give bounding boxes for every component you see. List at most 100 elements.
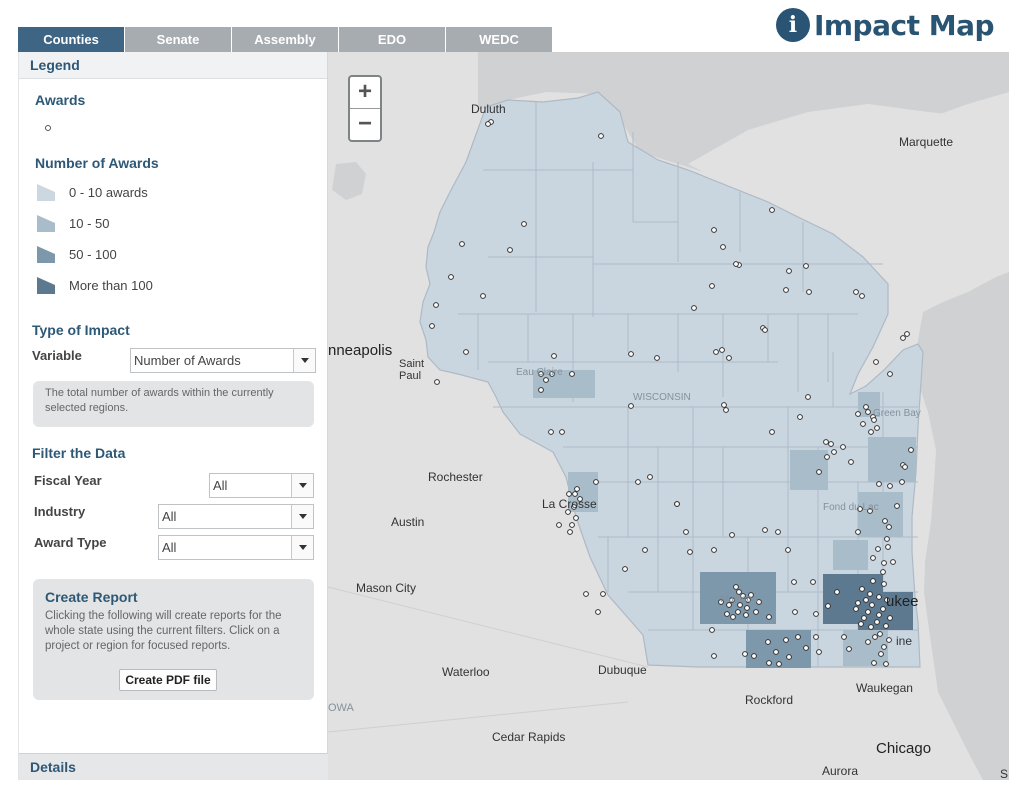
award-point[interactable] bbox=[881, 644, 887, 650]
tab-assembly[interactable]: Assembly bbox=[232, 27, 338, 52]
award-point[interactable] bbox=[571, 504, 577, 510]
award-point[interactable] bbox=[628, 351, 634, 357]
award-point[interactable] bbox=[538, 371, 544, 377]
award-point[interactable] bbox=[880, 569, 886, 575]
award-point[interactable] bbox=[687, 549, 693, 555]
award-point[interactable] bbox=[853, 289, 859, 295]
award-point[interactable] bbox=[480, 293, 486, 299]
award-point[interactable] bbox=[865, 409, 871, 415]
award-point[interactable] bbox=[908, 447, 914, 453]
award-point[interactable] bbox=[831, 449, 837, 455]
award-point[interactable] bbox=[729, 532, 735, 538]
zoom-out-button[interactable]: − bbox=[350, 108, 380, 139]
award-point[interactable] bbox=[783, 637, 789, 643]
award-point[interactable] bbox=[769, 207, 775, 213]
award-point[interactable] bbox=[711, 547, 717, 553]
award-point[interactable] bbox=[433, 302, 439, 308]
award-point[interactable] bbox=[769, 429, 775, 435]
award-point[interactable] bbox=[548, 429, 554, 435]
award-point[interactable] bbox=[872, 634, 878, 640]
award-point[interactable] bbox=[521, 221, 527, 227]
award-point[interactable] bbox=[683, 529, 689, 535]
legend-header[interactable]: Legend bbox=[19, 52, 327, 79]
award-point[interactable] bbox=[556, 522, 562, 528]
award-point[interactable] bbox=[875, 546, 881, 552]
award-point[interactable] bbox=[883, 661, 889, 667]
award-point[interactable] bbox=[865, 639, 871, 645]
award-point[interactable] bbox=[894, 503, 900, 509]
award-point[interactable] bbox=[572, 491, 578, 497]
award-point[interactable] bbox=[543, 377, 549, 383]
tab-senate[interactable]: Senate bbox=[125, 27, 231, 52]
award-point[interactable] bbox=[887, 615, 893, 621]
award-point[interactable] bbox=[729, 597, 735, 603]
award-point[interactable] bbox=[719, 347, 725, 353]
award-point[interactable] bbox=[816, 649, 822, 655]
award-point[interactable] bbox=[736, 589, 742, 595]
award-point[interactable] bbox=[628, 403, 634, 409]
award-type-select[interactable]: All bbox=[158, 535, 314, 560]
award-point[interactable] bbox=[593, 479, 599, 485]
award-point[interactable] bbox=[795, 634, 801, 640]
award-point[interactable] bbox=[868, 624, 874, 630]
award-point[interactable] bbox=[713, 349, 719, 355]
award-point[interactable] bbox=[720, 244, 726, 250]
award-point[interactable] bbox=[870, 578, 876, 584]
award-point[interactable] bbox=[600, 591, 606, 597]
award-point[interactable] bbox=[622, 566, 628, 572]
award-point[interactable] bbox=[874, 425, 880, 431]
award-point[interactable] bbox=[876, 594, 882, 600]
award-point[interactable] bbox=[813, 634, 819, 640]
award-point[interactable] bbox=[880, 606, 886, 612]
award-point[interactable] bbox=[792, 609, 798, 615]
award-point[interactable] bbox=[776, 661, 782, 667]
details-panel-header[interactable]: Details bbox=[19, 753, 328, 780]
award-point[interactable] bbox=[810, 579, 816, 585]
award-point[interactable] bbox=[566, 491, 572, 497]
fiscal-year-select[interactable]: All bbox=[209, 473, 314, 498]
award-point[interactable] bbox=[871, 660, 877, 666]
award-point[interactable] bbox=[711, 653, 717, 659]
award-point[interactable] bbox=[459, 241, 465, 247]
award-point[interactable] bbox=[869, 602, 875, 608]
award-point[interactable] bbox=[569, 522, 575, 528]
award-point[interactable] bbox=[711, 227, 717, 233]
award-point[interactable] bbox=[886, 524, 892, 530]
chevron-down-icon[interactable] bbox=[291, 536, 313, 559]
award-point[interactable] bbox=[883, 623, 889, 629]
award-point[interactable] bbox=[858, 621, 864, 627]
award-point[interactable] bbox=[828, 441, 834, 447]
award-point[interactable] bbox=[846, 646, 852, 652]
create-pdf-button[interactable]: Create PDF file bbox=[119, 669, 217, 691]
award-point[interactable] bbox=[569, 371, 575, 377]
award-point[interactable] bbox=[573, 515, 579, 521]
award-point[interactable] bbox=[887, 483, 893, 489]
award-point[interactable] bbox=[860, 421, 866, 427]
award-point[interactable] bbox=[899, 479, 905, 485]
award-point[interactable] bbox=[766, 614, 772, 620]
award-point[interactable] bbox=[730, 614, 736, 620]
award-point[interactable] bbox=[538, 387, 544, 393]
award-point[interactable] bbox=[786, 268, 792, 274]
award-point[interactable] bbox=[485, 121, 491, 127]
award-point[interactable] bbox=[868, 429, 874, 435]
award-point[interactable] bbox=[867, 591, 873, 597]
tab-edo[interactable]: EDO bbox=[339, 27, 445, 52]
award-point[interactable] bbox=[635, 479, 641, 485]
award-point[interactable] bbox=[803, 263, 809, 269]
award-point[interactable] bbox=[733, 584, 739, 590]
award-point[interactable] bbox=[881, 581, 887, 587]
award-point[interactable] bbox=[855, 411, 861, 417]
award-point[interactable] bbox=[773, 649, 779, 655]
award-point[interactable] bbox=[806, 289, 812, 295]
award-point[interactable] bbox=[797, 414, 803, 420]
zoom-in-button[interactable]: + bbox=[357, 78, 372, 105]
map-canvas[interactable] bbox=[328, 52, 1009, 780]
award-point[interactable] bbox=[742, 651, 748, 657]
award-point[interactable] bbox=[884, 536, 890, 542]
award-point[interactable] bbox=[549, 371, 555, 377]
award-point[interactable] bbox=[744, 605, 750, 611]
award-point[interactable] bbox=[855, 529, 861, 535]
award-point[interactable] bbox=[583, 591, 589, 597]
award-point[interactable] bbox=[595, 609, 601, 615]
